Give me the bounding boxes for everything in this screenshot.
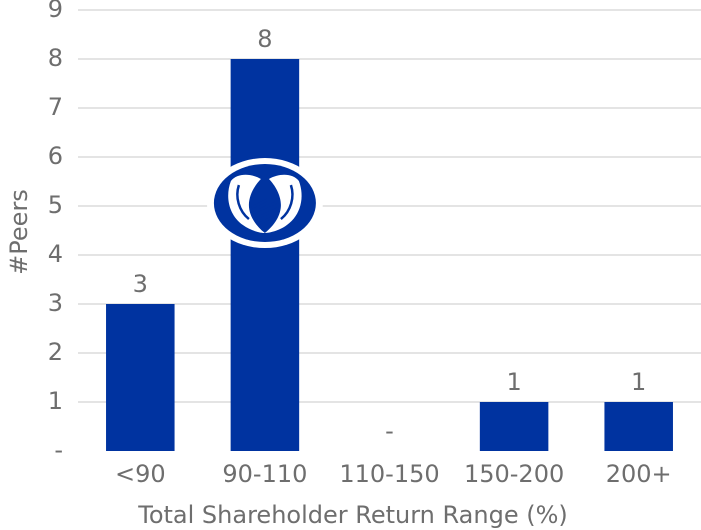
x-tick-label: 110-150: [339, 460, 439, 488]
data-label: 1: [506, 368, 521, 396]
data-label: 8: [257, 25, 272, 53]
bar: [106, 304, 175, 451]
x-tick-label: 150-200: [464, 460, 564, 488]
y-tick-label: 6: [48, 142, 63, 170]
x-tick-label: 90-110: [222, 460, 307, 488]
y-tick-label: 2: [48, 338, 63, 366]
data-label: 3: [133, 270, 148, 298]
y-axis-title: #Peers: [5, 189, 33, 275]
y-tick-label: 9: [48, 0, 63, 23]
x-tick-label: 200+: [606, 460, 672, 488]
allstate-logo-icon: [206, 158, 323, 249]
gridlines: [78, 9, 701, 403]
y-tick-label: 4: [48, 240, 63, 268]
bar: [230, 59, 300, 451]
data-label: -: [385, 417, 394, 445]
x-axis-categories: <90 90-110 110-150 150-200 200+: [115, 460, 672, 488]
bar: [479, 402, 549, 451]
y-tick-label: 3: [48, 289, 63, 317]
y-tick-label: 5: [48, 191, 63, 219]
bar: [604, 402, 673, 451]
y-axis-ticks: - 1 2 3 4 5 6 7 8 9: [48, 0, 63, 464]
y-tick-label: 8: [48, 44, 63, 72]
x-axis-title: Total Shareholder Return Range (%): [137, 501, 568, 529]
data-labels: 3 8 - 1 1: [133, 25, 647, 445]
x-tick-label: <90: [115, 460, 166, 488]
y-tick-label: 7: [48, 93, 63, 121]
data-label: 1: [631, 368, 646, 396]
y-tick-label: 1: [48, 387, 63, 415]
y-tick-label: -: [54, 436, 63, 464]
bars: [106, 59, 673, 451]
